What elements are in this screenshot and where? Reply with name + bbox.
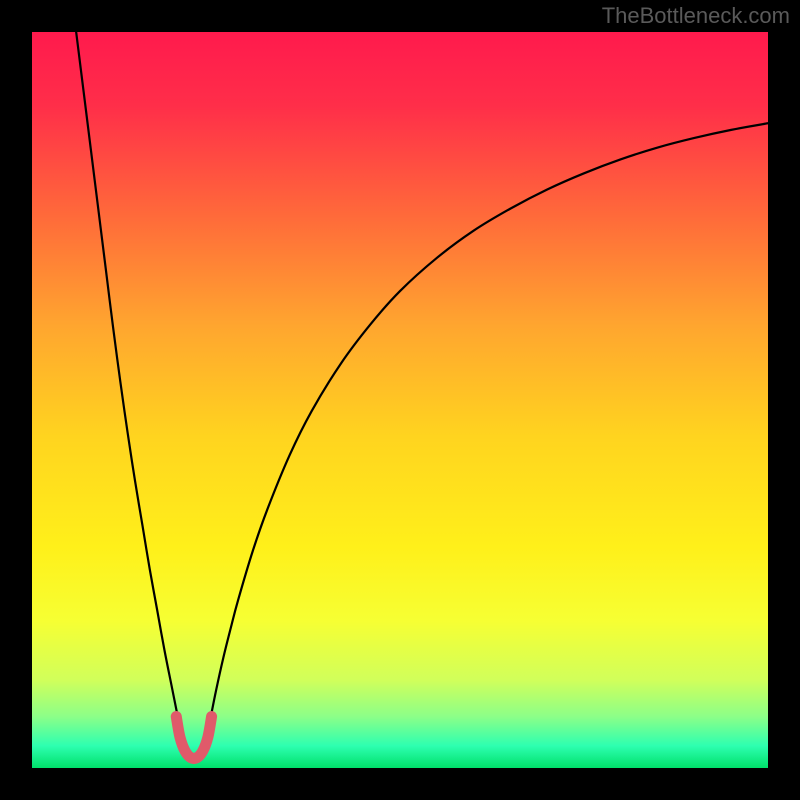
- chart-frame: TheBottleneck.com: [0, 0, 800, 800]
- chart-plot-area: [32, 32, 768, 768]
- watermark-text: TheBottleneck.com: [602, 3, 790, 29]
- chart-background-gradient: [32, 32, 768, 768]
- chart-svg: [32, 32, 768, 768]
